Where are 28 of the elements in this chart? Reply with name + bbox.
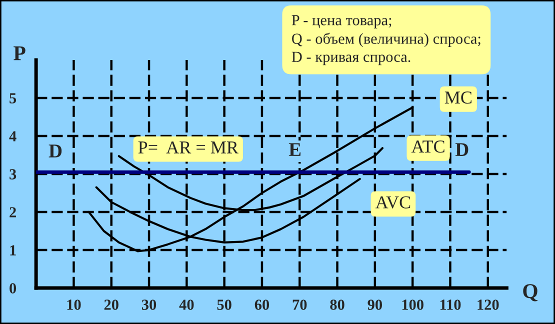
y-tick-label: 5 [10,93,16,104]
x-tick-label: 20 [104,300,118,310]
y-tick-label: 2 [10,207,16,218]
y-tick-label: 0 [10,283,16,294]
annotation: P - цена товара; Q - объем (величина) спроса; D - кривая спроса. [292,15,480,66]
x-tick-label: 80 [330,300,344,310]
x-tick-label: 10 [67,300,81,310]
x-tick-label: 90 [368,300,382,310]
series-label: AVC [375,196,410,209]
y-tick-label: 3 [10,169,16,180]
annotation: P= AR = MR [138,141,238,154]
y-tick-label: 1 [10,245,16,256]
x-tick-label: 120 [478,300,499,310]
y-axis-title: P [14,46,26,60]
x-tick-label: 110 [440,300,461,310]
x-tick-label: 70 [292,300,307,310]
annotation: E [288,143,301,156]
series-label: D [48,144,62,158]
x-tick-label: 30 [142,300,156,310]
x-tick-label: 40 [179,300,194,310]
series-label: MC [444,92,472,104]
x-tick-label: 100 [402,300,424,310]
text: D [455,143,468,156]
x-axis-title: Q [523,284,538,302]
x-tick-label: 50 [217,300,232,310]
y-tick-label: 4 [9,131,16,142]
x-tick-label: 60 [254,300,270,310]
series-label: ATC [411,140,444,153]
